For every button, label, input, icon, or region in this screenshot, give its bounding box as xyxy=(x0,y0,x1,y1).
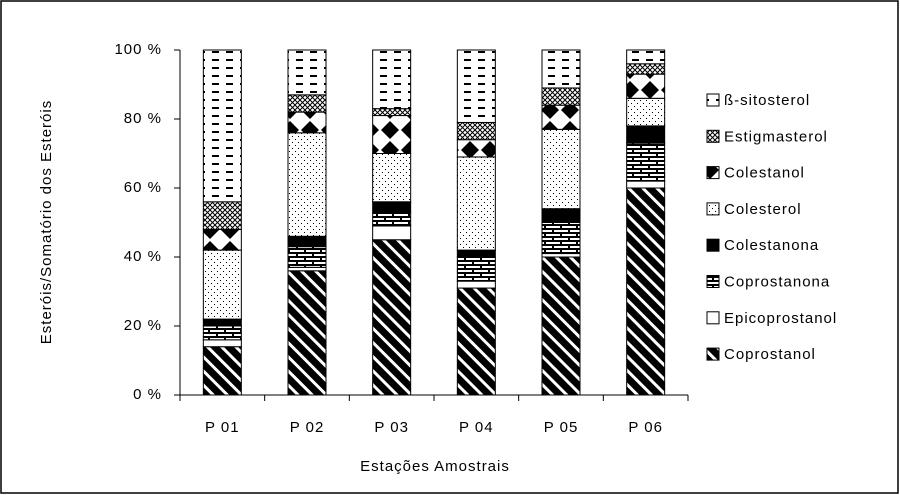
legend-swatch xyxy=(706,311,720,325)
bar-segment xyxy=(626,73,666,99)
bar-segment xyxy=(202,346,242,396)
bar-segment xyxy=(626,187,666,396)
bar-segment xyxy=(372,115,412,155)
bar-segment xyxy=(202,49,242,203)
bar-segment xyxy=(626,125,666,144)
bar-segment xyxy=(287,94,327,113)
bar-segment xyxy=(372,225,412,241)
legend-swatch xyxy=(706,202,720,216)
bar-segment xyxy=(456,139,496,158)
x-axis-title: Estações Amostrais xyxy=(360,458,510,475)
y-tick-label: 80 % xyxy=(124,110,162,127)
y-axis-title: Esteróis/Somatório dos Esteróis xyxy=(38,100,55,344)
legend-label: Colestanol xyxy=(724,165,805,182)
y-tick-label: 40 % xyxy=(124,248,162,265)
bar-segment xyxy=(287,266,327,272)
bar-segment xyxy=(202,339,242,348)
bar-segment xyxy=(372,153,412,203)
bar-segment xyxy=(541,128,581,210)
bar-segment xyxy=(372,108,412,117)
bar-segment xyxy=(626,63,666,75)
bar-segment xyxy=(626,180,666,189)
x-tick-label: P 04 xyxy=(459,419,494,436)
legend-swatch xyxy=(706,347,720,361)
bar-segment xyxy=(202,249,242,320)
y-tick-label: 100 % xyxy=(114,41,162,58)
legend-swatch xyxy=(706,238,720,252)
bar-segment xyxy=(372,201,412,213)
bar-segment xyxy=(287,49,327,96)
bar-segment xyxy=(541,49,581,89)
bar-segment xyxy=(372,49,412,110)
legend-label: ß-sitosterol xyxy=(724,92,810,109)
x-tick-label: P 05 xyxy=(544,419,579,436)
bar-segment xyxy=(202,325,242,341)
bar-segment xyxy=(626,97,666,127)
bar-segment xyxy=(626,49,666,65)
bar-segment xyxy=(372,211,412,227)
bar-segment xyxy=(456,156,496,251)
bar-segment xyxy=(202,201,242,230)
bar-segment xyxy=(456,121,496,141)
y-tick-label: 60 % xyxy=(124,179,162,196)
bar-segment xyxy=(456,280,496,289)
bar-segment xyxy=(287,111,327,134)
bar-segment xyxy=(456,287,496,396)
legend-swatch xyxy=(706,275,720,288)
legend-swatch xyxy=(706,93,720,107)
x-tick-label: P 01 xyxy=(205,419,240,436)
bar-segment xyxy=(456,49,496,123)
legend-label: Colestanona xyxy=(724,237,819,254)
bar-segment xyxy=(287,246,327,268)
legend-swatch xyxy=(706,129,720,143)
bar-segment xyxy=(541,256,581,396)
bar-segment xyxy=(456,256,496,282)
bar-segment xyxy=(456,249,496,258)
bar-segment xyxy=(372,239,412,396)
bar-segment xyxy=(541,222,581,255)
legend-label: Estigmasterol xyxy=(724,128,828,145)
bar-segment xyxy=(541,104,581,130)
x-tick-label: P 02 xyxy=(290,419,325,436)
bar-segment xyxy=(202,228,242,251)
bar-segment xyxy=(541,208,581,223)
legend-label: Coprostanol xyxy=(724,346,816,363)
x-tick-label: P 03 xyxy=(374,419,409,436)
legend-label: Epicoprostanol xyxy=(724,310,837,327)
x-tick-label: P 06 xyxy=(628,419,663,436)
legend-label: Coprostanona xyxy=(724,273,830,290)
bar-segment xyxy=(626,142,666,182)
bar-segment xyxy=(541,87,581,106)
y-tick-label: 0 % xyxy=(133,386,162,403)
bar-segment xyxy=(287,132,327,237)
legend-label: Colesterol xyxy=(724,201,802,218)
bar-segment xyxy=(287,235,327,248)
bar-segment xyxy=(202,318,242,327)
bar-segment xyxy=(541,253,581,258)
bar-segment xyxy=(287,270,327,396)
legend-swatch xyxy=(706,166,720,180)
y-tick-label: 20 % xyxy=(124,317,162,334)
